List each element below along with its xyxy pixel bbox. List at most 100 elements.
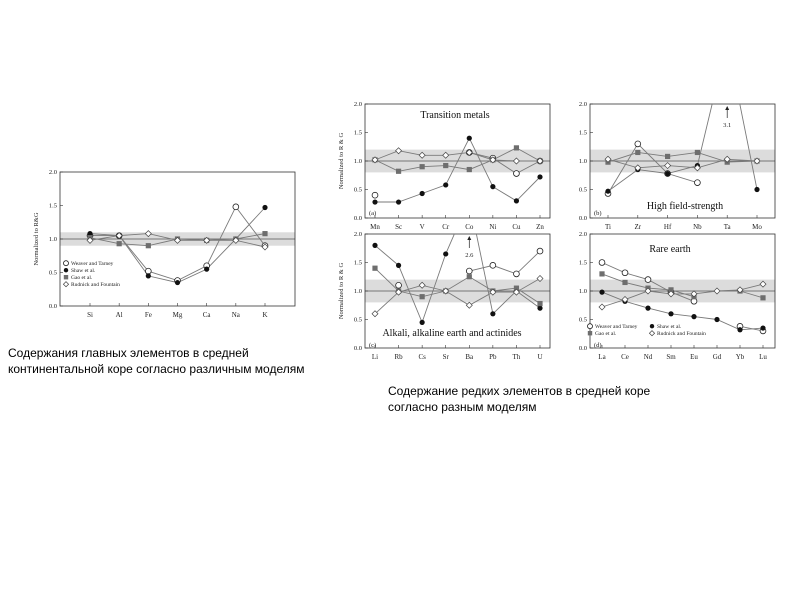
series-line <box>607 158 758 169</box>
y-tick-label: 2.0 <box>354 101 362 108</box>
x-tick-label: Zn <box>536 223 544 231</box>
data-point <box>649 324 655 329</box>
data-point <box>465 148 473 156</box>
x-tick-label: Ti <box>605 223 611 231</box>
y-tick-label: 1.0 <box>354 288 362 295</box>
data-point <box>754 186 760 193</box>
data-point <box>489 288 497 296</box>
x-tick-label: Sc <box>395 223 402 231</box>
x-tick-label: Cr <box>442 223 450 231</box>
data-point <box>395 262 402 268</box>
plot-area <box>604 104 761 197</box>
data-point <box>536 157 544 165</box>
data-point <box>144 230 152 238</box>
y-axis-label: Normalized to R & G <box>338 133 345 190</box>
data-point <box>204 266 210 272</box>
y-tick-label: 2.0 <box>49 169 57 176</box>
data-point <box>116 241 122 247</box>
annotation-arrowhead <box>725 106 730 110</box>
data-point <box>262 231 268 237</box>
data-point <box>372 265 378 271</box>
data-point <box>693 164 701 172</box>
x-tick-label: Al <box>116 311 123 319</box>
legend-label: Shaw et al. <box>71 268 96 274</box>
data-point <box>489 262 497 269</box>
data-point <box>395 288 403 296</box>
series-line <box>374 234 541 324</box>
data-point <box>442 151 450 159</box>
trace-elements-caption: Содержание редких элементов в средней ко… <box>388 383 650 415</box>
data-point <box>62 281 70 288</box>
x-tick-label: Sm <box>666 353 676 361</box>
data-point <box>665 170 671 177</box>
caption-line: Содержания главных элементов в средней <box>8 346 249 360</box>
data-point <box>723 155 731 163</box>
data-point <box>145 267 152 275</box>
data-point <box>372 242 378 248</box>
data-point <box>63 275 69 280</box>
data-point <box>665 153 671 160</box>
data-point <box>490 311 496 317</box>
data-point <box>587 323 593 330</box>
data-point <box>513 285 520 291</box>
x-tick-label: Cu <box>512 223 521 231</box>
transition-chart: 0.0 0.5 1.0 1.5 2.0 Mn Sc V Cr Co Ni Cu Zn Normalized… <box>338 101 551 231</box>
data-point <box>668 311 674 317</box>
x-tick-label: Mg <box>173 311 183 319</box>
series-line <box>601 291 764 331</box>
data-point <box>466 274 472 280</box>
data-point <box>634 140 642 148</box>
data-point <box>664 162 672 170</box>
y-tick-label: 0.0 <box>354 215 362 222</box>
data-point <box>261 243 269 251</box>
x-tick-label: Nb <box>693 223 702 231</box>
data-point <box>466 166 472 173</box>
data-point <box>513 270 520 278</box>
x-tick-label: Pb <box>489 353 497 361</box>
x-tick-label: K <box>262 311 267 319</box>
series-line <box>374 267 541 304</box>
data-point <box>694 149 700 156</box>
y-tick-label: 1.0 <box>354 158 362 165</box>
data-point <box>443 162 449 169</box>
data-point <box>599 289 605 295</box>
data-point <box>604 155 612 163</box>
y-tick-label: 1.0 <box>579 158 587 165</box>
y-axis-label: Normalized to R & G <box>338 263 345 320</box>
data-point <box>621 269 629 277</box>
data-point <box>644 287 652 295</box>
x-tick-label: Ni <box>489 223 496 231</box>
plot-area <box>371 135 544 205</box>
chart-title: Alkali, alkaline earth and actinides <box>382 328 521 339</box>
y-tick-label: 0.0 <box>579 345 587 352</box>
x-tick-label: Eu <box>690 353 698 361</box>
x-tick-label: Zr <box>634 223 641 231</box>
x-tick-label: Rb <box>394 353 403 361</box>
data-point <box>419 190 425 197</box>
x-tick-label: Sr <box>443 353 450 361</box>
series-line <box>607 151 758 163</box>
y-tick-label: 1.5 <box>49 203 57 210</box>
annotation-arrowhead <box>467 236 472 240</box>
x-tick-label: U <box>537 353 542 361</box>
legend-label: Weaver and Tarney <box>71 261 114 267</box>
series-line <box>375 137 541 203</box>
x-tick-label: Mo <box>752 223 762 231</box>
series-line <box>607 104 758 192</box>
chart-title: High field-strength <box>647 201 723 212</box>
data-point <box>466 135 472 141</box>
x-tick-label: Gd <box>713 353 722 361</box>
y-tick-label: 1.5 <box>579 260 587 267</box>
data-point <box>713 287 721 295</box>
y-tick-label: 0.0 <box>579 215 587 222</box>
annotation-label: 3.1 <box>723 122 731 129</box>
data-point <box>395 147 403 155</box>
data-point <box>622 279 628 286</box>
series-line <box>469 151 541 175</box>
legend-label: Weaver and Tarney <box>595 324 638 330</box>
y-tick-label: 1.5 <box>354 130 362 137</box>
series-line <box>607 143 698 194</box>
major-chart: 0.0 0.5 1.0 1.5 2.0 Si Al Fe Mg Ca Na K Normalized t… <box>33 169 296 319</box>
plot-area <box>598 259 767 335</box>
